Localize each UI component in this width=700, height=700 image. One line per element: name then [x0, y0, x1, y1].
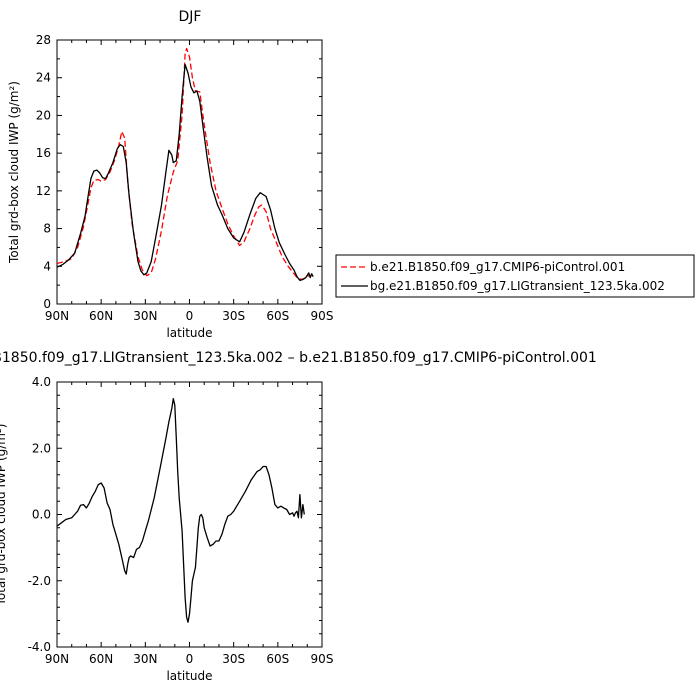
x-tick-label: 90N — [45, 309, 69, 323]
y-tick-label: 12 — [36, 184, 51, 198]
y-tick-label: 24 — [36, 71, 51, 85]
y-tick-label: -2.0 — [28, 574, 51, 588]
y-axis-label: Total grd-box cloud IWP (g/m²) — [0, 424, 8, 607]
chart-title: DJF — [179, 9, 202, 25]
y-tick-label: 4 — [43, 259, 51, 273]
x-tick-label: 0 — [186, 309, 194, 323]
x-tick-label: 90N — [45, 652, 69, 666]
x-axis-label: latitude — [166, 669, 212, 683]
y-tick-label: 16 — [36, 146, 51, 160]
legend-label-1: b.e21.B1850.f09_g17.CMIP6-piControl.001 — [370, 260, 625, 274]
y-axis-label: Total grd-box cloud IWP (g/m²) — [7, 81, 21, 264]
x-tick-label: 30N — [133, 309, 157, 323]
top-panel: 90N 60N 30N 0 30S 60S 90S 0 4 8 12 16 20 24 28 latitude… — [7, 9, 333, 340]
x-axis-label: latitude — [166, 326, 212, 340]
y-tick-label: 2.0 — [32, 441, 51, 455]
x-tick-label: 0 — [186, 652, 194, 666]
x-tick-label: 30S — [222, 309, 245, 323]
legend-box — [335, 254, 695, 298]
x-tick-label: 60N — [89, 652, 113, 666]
series-line-2 — [56, 63, 314, 282]
legend-label-2: bg.e21.B1850.f09_g17.LIGtransient_123.5k… — [370, 279, 665, 293]
x-tick-label: 90S — [311, 652, 334, 666]
y-tick-label: 0.0 — [32, 508, 51, 522]
y-tick-label: 20 — [36, 108, 51, 122]
y-tick-label: 28 — [36, 33, 51, 47]
x-tick-label: 60S — [266, 309, 289, 323]
x-tick-label: 30N — [133, 652, 157, 666]
y-tick-label: -4.0 — [28, 640, 51, 654]
series-line-1 — [56, 397, 305, 623]
x-tick-label: 60S — [266, 652, 289, 666]
legend: b.e21.B1850.f09_g17.CMIP6-piControl.001b… — [335, 254, 695, 298]
x-tick-label: 90S — [311, 309, 334, 323]
y-tick-label: 8 — [43, 222, 51, 236]
bottom-panel: 90N 60N 30N 0 30S 60S 90S -4.0 -2.0 0.0 2.0 4.0 lati… — [0, 350, 597, 683]
x-tick-label: 30S — [222, 652, 245, 666]
series-line-1 — [56, 47, 311, 281]
chart-title: bg.e21.B1850.f09_g17.LIGtransient_123.5k… — [0, 350, 597, 366]
x-tick-label: 60N — [89, 309, 113, 323]
y-tick-label: 0 — [43, 297, 51, 311]
y-tick-label: 4.0 — [32, 375, 51, 389]
